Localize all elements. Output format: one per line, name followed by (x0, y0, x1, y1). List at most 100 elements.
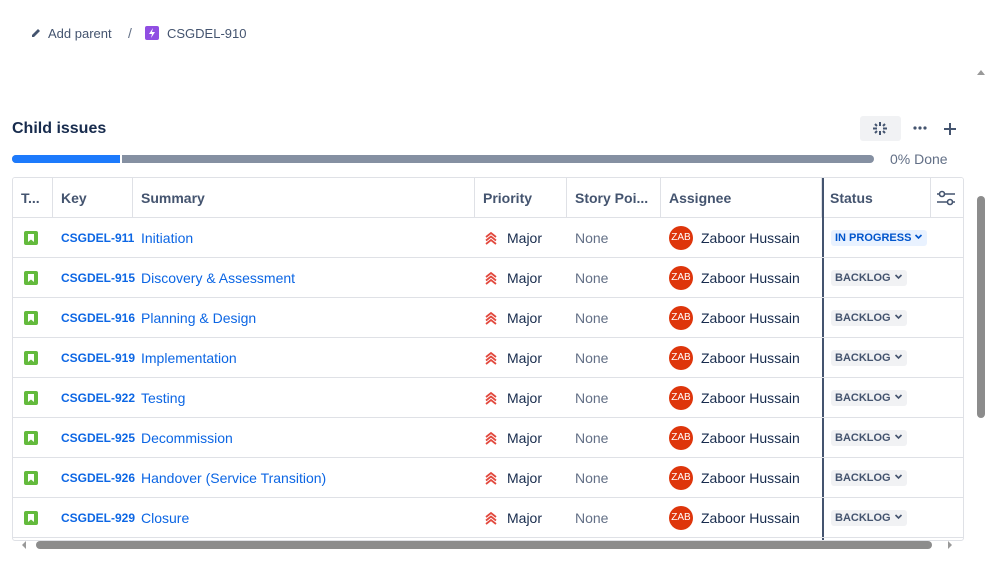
status-lozenge[interactable]: BACKLOG (831, 270, 907, 286)
chevron (894, 434, 902, 440)
assignee: Zaboor Hussain (701, 350, 800, 366)
column-header[interactable]: Assignee (661, 178, 822, 218)
add-parent[interactable]: Add parent (48, 26, 112, 41)
chevron (894, 314, 902, 320)
chevron (894, 354, 902, 360)
chevron (894, 394, 902, 400)
issue-key[interactable]: CSGDEL-929 (61, 511, 136, 525)
issue-summary[interactable]: Testing (141, 390, 186, 406)
story-icon (24, 231, 38, 245)
column-header[interactable]: Summary (133, 178, 475, 218)
issue-row[interactable]: CSGDEL-926 Handover (Service Transition) M… (13, 458, 963, 498)
scroll-left[interactable] (20, 540, 28, 550)
table-header: T... Key Summary Priority Story Poi... Assign… (13, 178, 963, 218)
v-scrollbar[interactable] (977, 196, 985, 418)
status-text: BACKLOG (835, 392, 891, 404)
priority: Major (507, 270, 543, 286)
status-text: BACKLOG (835, 432, 891, 444)
sticky-divider (822, 178, 824, 540)
status-text: BACKLOG (835, 512, 891, 524)
issue-summary[interactable]: Planning & Design (141, 310, 257, 326)
story-icon (24, 351, 38, 365)
progress-track (12, 155, 874, 163)
issue-row[interactable]: CSGDEL-929 Closure Major None ZAB Zaboor Huss… (13, 498, 963, 538)
story-icon (24, 511, 38, 525)
issue-key[interactable]: CSGDEL-926 (61, 471, 136, 485)
issue-summary[interactable]: Handover (Service Transition) (141, 470, 327, 486)
assignee: Zaboor Hussain (701, 470, 800, 486)
assignee: Zaboor Hussain (701, 390, 800, 406)
progress-in-progress (12, 155, 122, 163)
priority-icon (485, 231, 497, 245)
column-header[interactable]: Priority (475, 178, 567, 218)
issue-row[interactable]: CSGDEL-919 Implementation Major None ZAB Zabo… (13, 338, 963, 378)
status-lozenge[interactable]: BACKLOG (831, 430, 907, 446)
chevron (915, 234, 923, 240)
progress-label: 0% Done (890, 151, 948, 167)
issue-summary[interactable]: Implementation (141, 350, 237, 366)
priority: Major (507, 390, 543, 406)
status-lozenge[interactable]: IN PROGRESS (831, 230, 928, 246)
story-icon (24, 271, 38, 285)
column-header[interactable]: Status (822, 178, 931, 218)
column-header[interactable]: T... (13, 178, 53, 218)
issue-row[interactable]: CSGDEL-922 Testing Major None ZAB Zaboor Huss… (13, 378, 963, 418)
priority-icon (485, 311, 497, 325)
avatar: ZAB (669, 386, 693, 410)
avatar: ZAB (669, 466, 693, 490)
issues-table: T... Key Summary Priority Story Poi... Assign… (12, 177, 964, 541)
story-points: None (575, 310, 609, 326)
column-settings[interactable] (931, 178, 963, 218)
issue-summary[interactable]: Discovery & Assessment (141, 270, 296, 286)
pencil-icon (32, 29, 40, 37)
scroll-right[interactable] (946, 540, 954, 550)
spinner-icon (873, 122, 887, 135)
story-points: None (575, 470, 609, 486)
issue-row[interactable]: CSGDEL-925 Decommission Major None ZAB Zaboor… (13, 418, 963, 458)
loading-button[interactable] (860, 116, 901, 141)
story-points: None (575, 430, 609, 446)
avatar: ZAB (669, 306, 693, 330)
story-icon (24, 431, 38, 445)
issue-key[interactable]: CSGDEL-916 (61, 311, 136, 325)
status-text: BACKLOG (835, 272, 891, 284)
status-lozenge[interactable]: BACKLOG (831, 390, 907, 406)
assignee: Zaboor Hussain (701, 430, 800, 446)
story-icon (24, 471, 38, 485)
issue-key[interactable]: CSGDEL-922 (61, 391, 136, 405)
add-button[interactable] (942, 121, 958, 137)
issue-key[interactable]: CSGDEL-911 (61, 231, 135, 245)
priority-icon (485, 271, 497, 285)
assignee: Zaboor Hussain (701, 510, 800, 526)
priority-icon (485, 471, 497, 485)
issue-summary[interactable]: Closure (141, 510, 190, 526)
issue-row[interactable]: CSGDEL-915 Discovery & Assessment Major Non… (13, 258, 963, 298)
more-button[interactable] (910, 120, 930, 136)
column-header[interactable]: Key (53, 178, 133, 218)
column-header[interactable]: Story Poi... (567, 178, 661, 218)
issue-key[interactable]: CSGDEL-915 (61, 271, 136, 285)
priority-icon (485, 391, 497, 405)
status-lozenge[interactable]: BACKLOG (831, 310, 907, 326)
issue-key[interactable]: CSGDEL-925 (61, 431, 136, 445)
status-lozenge[interactable]: BACKLOG (831, 350, 907, 366)
story-points: None (575, 230, 609, 246)
status-lozenge[interactable]: BACKLOG (831, 470, 907, 486)
issue-key[interactable]: CSGDEL-910 (167, 26, 247, 41)
issue-key[interactable]: CSGDEL-919 (61, 351, 136, 365)
scroll-up[interactable] (976, 68, 986, 76)
avatar: ZAB (669, 506, 693, 530)
priority: Major (507, 430, 543, 446)
story-points: None (575, 390, 609, 406)
chevron (894, 474, 902, 480)
avatar: ZAB (669, 346, 693, 370)
status-lozenge[interactable]: BACKLOG (831, 510, 907, 526)
assignee: Zaboor Hussain (701, 270, 800, 286)
issue-row[interactable]: CSGDEL-916 Planning & Design Major None ZAB Z… (13, 298, 963, 338)
h-scrollbar[interactable] (36, 541, 932, 549)
issue-summary[interactable]: Initiation (141, 230, 194, 246)
issue-summary[interactable]: Decommission (141, 430, 233, 446)
chevron (894, 274, 902, 280)
issue-row[interactable]: CSGDEL-911 Initiation Major None ZAB Zaboor H… (13, 218, 963, 258)
